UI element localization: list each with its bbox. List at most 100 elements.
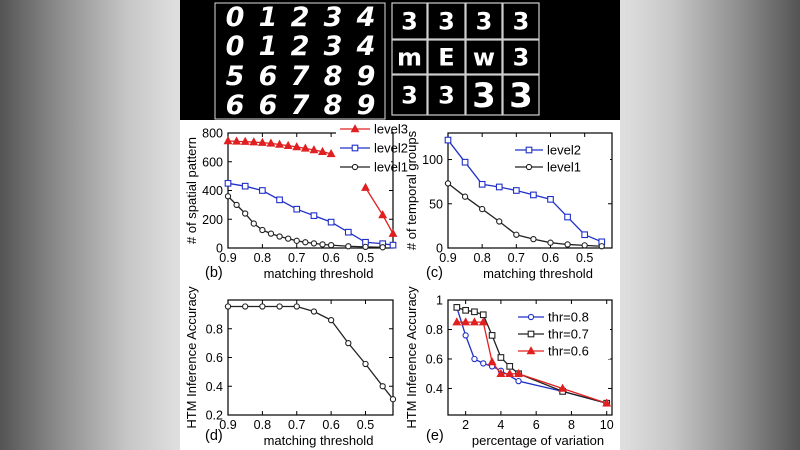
data-point-level1 [598, 243, 605, 250]
legend-label: thr=0.8 [548, 310, 589, 325]
data-point-level1 [302, 239, 309, 246]
x-tick-label: 0.7 [288, 251, 305, 265]
data-point-accuracy [276, 303, 283, 310]
digit-glyph: 5 [226, 61, 245, 92]
digit-glyph: w [473, 43, 495, 71]
digit-glyph: 0 [226, 31, 245, 62]
digit-glyph: 3 [324, 2, 343, 33]
y-tick-label: 0 [216, 242, 223, 256]
data-point-thr=0.6 [505, 368, 515, 378]
data-point-level1 [310, 240, 318, 247]
data-point-level1 [267, 230, 275, 237]
y-tick-label: 0.8 [206, 322, 223, 336]
data-point-level3b [388, 228, 398, 237]
y-tick-label: 600 [202, 155, 223, 169]
x-tick-label: 0.7 [288, 418, 305, 432]
x-tick-label: 6 [533, 418, 540, 432]
data-point-level2 [547, 195, 554, 203]
chart-c: 0.9 0.8 0.7 0.6 0.5 0 50 100 matching threshold #… [404, 130, 613, 281]
data-point-level1 [547, 239, 554, 246]
legend-marker [527, 330, 535, 338]
x-tick-label: 0.8 [254, 251, 271, 265]
digit-glyph: 0 [226, 2, 245, 33]
panel-label: (d) [205, 428, 223, 444]
legend-marker [351, 144, 359, 152]
legend-marker [527, 313, 535, 321]
legend-bg [336, 121, 391, 139]
x-axis-label: matching threshold [264, 266, 374, 281]
data-point-level3 [283, 140, 293, 149]
data-point-thr=0.6 [470, 317, 479, 326]
digit-glyph: 3 [401, 7, 418, 35]
data-point-level1 [461, 193, 469, 200]
legend-bg [336, 159, 391, 177]
legend-bg [514, 343, 610, 359]
digit-glyph: 4 [356, 31, 376, 62]
digit-glyph: 3 [438, 81, 455, 109]
legend-marker [351, 163, 359, 171]
x-axis-label: matching threshold [483, 266, 593, 281]
data-point-thr=0.7 [453, 304, 461, 311]
data-point-thr=0.6 [514, 368, 523, 378]
plot-frame [447, 132, 613, 249]
data-point-level2 [530, 191, 537, 199]
data-point-level2 [276, 196, 283, 204]
y-tick-label: 0.8 [426, 323, 443, 337]
x-tick-label: 0.5 [357, 418, 374, 432]
x-tick-label: 4 [497, 418, 504, 432]
digit-glyph: 3 [324, 31, 343, 62]
legend-marker [525, 146, 533, 154]
legend-marker [350, 124, 360, 133]
x-tick-label: 0.8 [473, 251, 490, 265]
data-point-level2 [564, 213, 571, 221]
x-tick-label: 2 [462, 418, 469, 432]
data-point-thr=0.7 [506, 362, 514, 370]
digit-glyph: 8 [324, 61, 343, 92]
data-point-accuracy [327, 316, 335, 324]
data-point-accuracy [345, 339, 352, 347]
y-tick-label: 1 [436, 294, 443, 308]
legend-bg [511, 142, 610, 158]
data-point-accuracy [362, 360, 369, 368]
data-point-level1 [319, 241, 326, 248]
data-point-level3 [318, 146, 327, 155]
data-point-thr=0.6 [558, 383, 568, 392]
data-point-level1 [327, 241, 335, 249]
y-tick-label: 0.6 [206, 351, 223, 365]
legend-label: level2 [547, 143, 581, 158]
data-point-level3b [378, 210, 388, 219]
digit-glyph: 3 [513, 7, 530, 35]
data-point-level2 [444, 136, 452, 144]
data-point-level3 [292, 142, 302, 151]
data-point-level2 [512, 187, 520, 194]
chart-b: 0.9 0.8 0.7 0.6 0.5 0 200 400 600 800 matching thr… [184, 121, 408, 281]
digit-cell [502, 74, 540, 116]
data-point-thr=0.6 [496, 368, 506, 378]
y-tick-label: 0.4 [206, 380, 223, 394]
y-tick-label: 0.4 [426, 382, 443, 396]
data-point-accuracy [379, 383, 386, 390]
data-point-level3 [326, 148, 336, 158]
data-point-level1 [233, 201, 240, 209]
digit-cell [465, 39, 503, 75]
digit-glyph: 6 [259, 90, 278, 121]
y-tick-label: 800 [202, 127, 223, 141]
x-tick-label: 0.6 [322, 251, 339, 265]
digit-glyph: 3 [401, 81, 418, 109]
legend-bg [336, 140, 391, 158]
data-point-level2 [461, 158, 469, 166]
data-point-thr=0.8 [515, 377, 522, 385]
digit-glyph: 7 [291, 61, 310, 92]
data-point-level1 [564, 241, 571, 248]
y-tick-label: 0 [436, 242, 443, 256]
digit-cell [465, 2, 503, 40]
digit-glyph: 2 [291, 31, 310, 62]
digit-cell [465, 74, 503, 116]
digit-glyph: 1 [259, 2, 278, 33]
digit-glyph: 1 [259, 31, 278, 62]
data-point-thr=0.6 [478, 317, 488, 326]
y-axis-label: HTM Inference Accuracy [404, 286, 419, 429]
data-point-level1 [224, 193, 232, 200]
data-point-accuracy [293, 303, 300, 310]
y-tick-label: 0.2 [206, 409, 223, 423]
